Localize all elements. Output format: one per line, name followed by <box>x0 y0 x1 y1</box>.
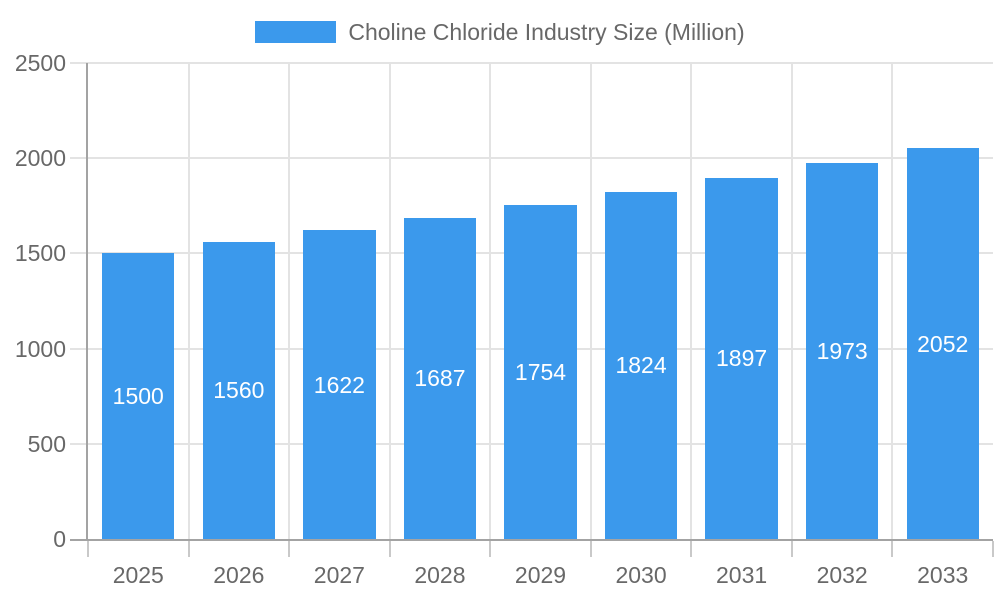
bar-value-label: 1973 <box>816 338 868 365</box>
gridline-vertical <box>288 63 291 539</box>
bar-2033[interactable] <box>906 148 979 539</box>
x-axis-tick-label: 2027 <box>313 562 365 588</box>
gridline-vertical <box>891 63 894 539</box>
bar-2031[interactable] <box>705 177 778 539</box>
bar-2028[interactable] <box>403 217 477 539</box>
bar-value-label: 1897 <box>716 345 768 372</box>
legend[interactable]: Choline Chloride Industry Size (Million) <box>0 17 1000 47</box>
bar-2029[interactable] <box>504 205 577 539</box>
x-axis-tick-mark <box>790 541 793 557</box>
x-axis-tick-label: 2032 <box>816 562 868 588</box>
legend-label: Choline Chloride Industry Size (Million) <box>348 18 745 45</box>
x-axis-tick-mark <box>589 541 592 557</box>
y-axis-tick-label: 1500 <box>14 240 66 267</box>
x-axis-tick-mark <box>87 541 89 557</box>
x-axis-tick-label: 2028 <box>414 562 466 588</box>
bar-2027[interactable] <box>303 230 376 539</box>
x-axis-tick-mark <box>489 541 492 557</box>
y-axis-tick-label: 2500 <box>14 50 66 76</box>
bar-2025[interactable] <box>102 253 175 539</box>
x-axis-tick-label: 2025 <box>112 562 164 588</box>
gridline-vertical <box>589 63 592 539</box>
x-axis-tick-mark <box>288 541 291 557</box>
gridline-vertical <box>388 63 391 539</box>
bar-value-label: 1754 <box>514 359 567 386</box>
gridline-vertical <box>187 63 190 539</box>
bar-value-label: 1687 <box>414 365 466 392</box>
gridline-vertical <box>690 63 693 539</box>
bar-value-label: 2052 <box>917 330 969 357</box>
x-axis-tick-label: 2030 <box>615 562 667 588</box>
x-axis-tick-label: 2031 <box>716 562 768 588</box>
y-axis-tick-label: 1000 <box>14 335 66 362</box>
x-axis-tick-label: 2026 <box>213 562 265 588</box>
gridline-vertical <box>489 63 492 539</box>
bar-value-label: 1500 <box>112 383 164 410</box>
bar-value-label: 1824 <box>615 352 667 379</box>
x-axis-tick-mark <box>891 541 894 557</box>
bar-2030[interactable] <box>604 191 678 539</box>
bar-2032[interactable] <box>805 163 879 539</box>
gridline-horizontal <box>70 62 993 64</box>
x-axis-tick-label: 2029 <box>514 562 567 588</box>
x-axis-line <box>70 539 993 541</box>
y-axis-tick-label: 0 <box>53 526 66 552</box>
y-axis-tick-label: 2000 <box>14 145 66 172</box>
legend-swatch <box>255 21 337 43</box>
y-axis-tick-label: 500 <box>27 430 66 457</box>
x-axis-tick-label: 2033 <box>917 562 969 588</box>
gridline-vertical <box>790 63 793 539</box>
y-axis-line <box>86 63 88 541</box>
x-axis-tick-mark <box>690 541 693 557</box>
x-axis-tick-mark <box>388 541 391 557</box>
bar-value-label: 1560 <box>213 377 265 404</box>
x-axis-tick-mark <box>187 541 190 557</box>
gridline-horizontal <box>70 157 993 160</box>
x-axis-tick-mark <box>992 541 994 557</box>
bar-value-label: 1622 <box>313 371 365 398</box>
bar-2026[interactable] <box>202 241 276 539</box>
